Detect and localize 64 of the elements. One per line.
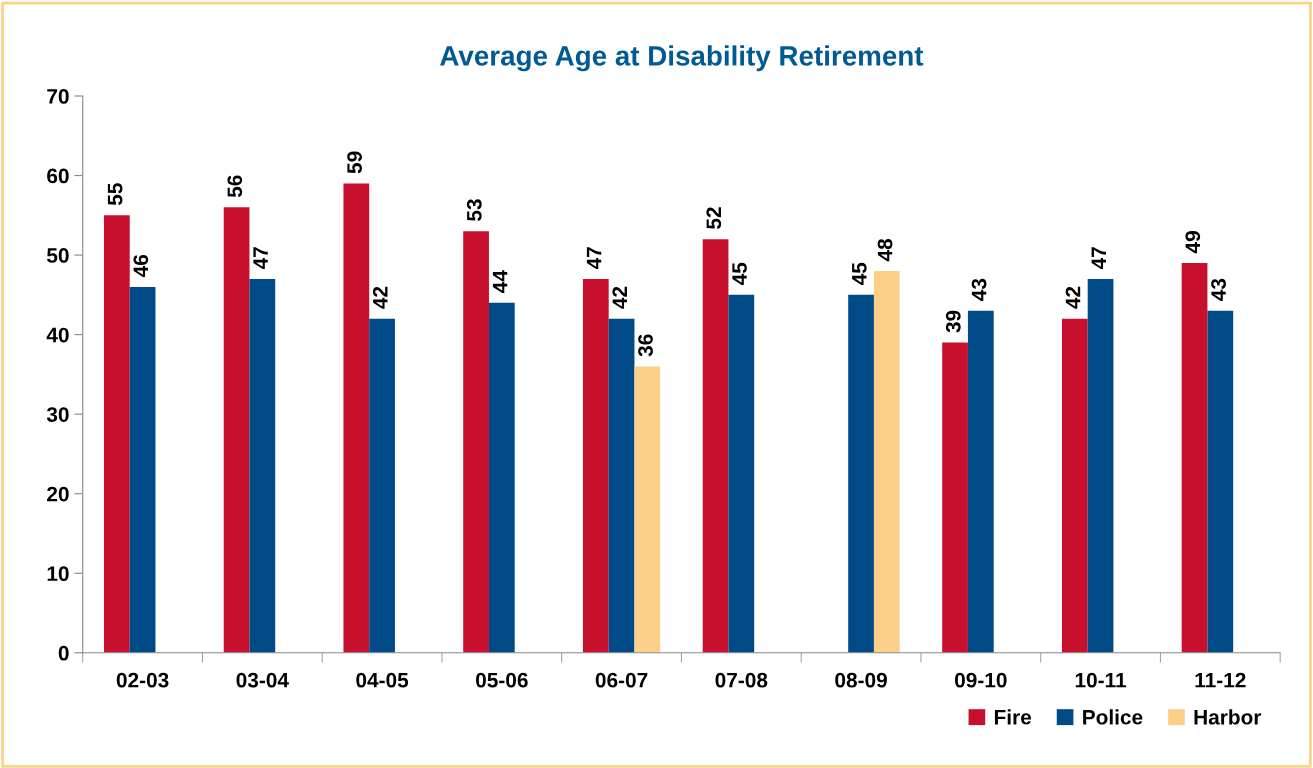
bar bbox=[634, 366, 661, 653]
data-label: 36 bbox=[638, 334, 653, 357]
bar bbox=[728, 294, 755, 653]
y-tick-label: 10 bbox=[47, 566, 69, 582]
bar bbox=[1207, 310, 1234, 653]
data-label: 56 bbox=[227, 175, 243, 198]
bar bbox=[848, 294, 874, 653]
bar bbox=[463, 231, 489, 653]
y-tick-label: 0 bbox=[58, 645, 69, 661]
data-label: 55 bbox=[107, 183, 123, 206]
y-tick-label: 20 bbox=[47, 486, 69, 502]
data-label: 47 bbox=[586, 247, 602, 270]
x-tick-label: 07-08 bbox=[715, 672, 768, 688]
data-label: 42 bbox=[612, 286, 627, 309]
x-tick-label: 11-12 bbox=[1195, 672, 1246, 688]
x-tick-label: 10-11 bbox=[1075, 672, 1127, 688]
chart-title: Average Age at Disability Retirement bbox=[440, 45, 924, 72]
bar bbox=[488, 302, 515, 653]
data-label: 42 bbox=[372, 286, 388, 309]
x-tick-label: 02-03 bbox=[116, 672, 169, 688]
legend-label: Fire bbox=[994, 709, 1032, 725]
data-label: 52 bbox=[706, 207, 722, 229]
bar bbox=[223, 207, 250, 653]
data-label: 43 bbox=[1211, 278, 1226, 301]
x-tick-label: 05-06 bbox=[476, 672, 528, 688]
bar bbox=[369, 318, 395, 653]
bar bbox=[1181, 263, 1208, 653]
x-tick-label: 04-05 bbox=[356, 672, 409, 688]
data-label: 46 bbox=[133, 254, 149, 278]
data-label: 43 bbox=[971, 278, 987, 301]
data-label: 47 bbox=[253, 247, 268, 270]
y-tick-label: 40 bbox=[46, 327, 69, 343]
bar bbox=[1087, 278, 1114, 653]
bar bbox=[129, 286, 156, 653]
data-label: 49 bbox=[1185, 231, 1201, 254]
bar bbox=[942, 342, 968, 653]
data-label: 39 bbox=[945, 310, 961, 333]
x-tick-label: 03-04 bbox=[236, 672, 289, 688]
data-label: 59 bbox=[347, 151, 362, 174]
data-label: 45 bbox=[852, 262, 867, 285]
bar bbox=[1061, 318, 1088, 653]
data-label: 42 bbox=[1065, 286, 1081, 309]
data-label: 53 bbox=[466, 199, 482, 222]
bar bbox=[873, 270, 900, 653]
bar bbox=[582, 278, 609, 653]
bar bbox=[343, 183, 370, 653]
x-tick-label: 08-09 bbox=[835, 672, 887, 688]
bar bbox=[702, 239, 729, 653]
y-tick-label: 70 bbox=[47, 89, 69, 104]
legend-label: Police bbox=[1083, 709, 1143, 725]
data-label: 45 bbox=[732, 262, 747, 285]
x-tick-label: 06-07 bbox=[595, 672, 648, 688]
y-tick-label: 60 bbox=[47, 168, 69, 184]
x-tick-label: 09-10 bbox=[955, 672, 1007, 688]
y-tick-label: 30 bbox=[46, 407, 69, 422]
data-label: 47 bbox=[1091, 247, 1106, 270]
legend-label: Harbor bbox=[1194, 709, 1262, 725]
data-label: 48 bbox=[877, 238, 893, 262]
bar bbox=[967, 310, 994, 653]
bar bbox=[608, 318, 635, 653]
bar bbox=[103, 215, 130, 653]
data-label: 44 bbox=[492, 270, 508, 293]
y-tick-label: 50 bbox=[47, 248, 69, 263]
bar bbox=[249, 278, 276, 653]
